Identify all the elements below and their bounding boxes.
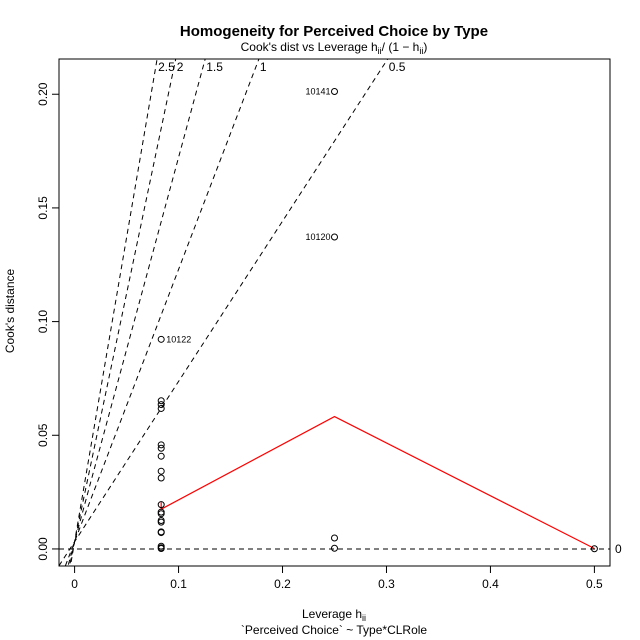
y-tick-label: 0.00 [36, 537, 50, 561]
data-point [331, 88, 338, 96]
contour-label-1-5: 1.5 [206, 60, 223, 74]
point-label-10120: 10120 [305, 232, 330, 242]
subtitle-main: Cook's dist vs Leverage h [241, 40, 378, 54]
y-tick-label: 0.05 [36, 423, 50, 447]
x-tick-label: 0 [71, 577, 78, 591]
contour-label-0: 0 [615, 542, 622, 556]
chart-title: Homogeneity for Perceived Choice by Type [180, 23, 488, 40]
data-points [157, 88, 598, 553]
data-point [590, 545, 598, 553]
x-axis: 0 0.1 0.2 0.3 0.4 0.5 [71, 565, 603, 591]
smoother-line [160, 415, 595, 550]
contour-line-2 [68, 59, 177, 566]
cooks-contours [59, 59, 610, 566]
data-point [157, 452, 165, 460]
x-axis-label: Leverage hii [302, 607, 366, 623]
contour-line-2-5 [69, 59, 158, 566]
x-tick-label: 0.1 [170, 577, 187, 591]
point-label-10141: 10141 [305, 87, 330, 97]
contour-label-2: 2 [177, 60, 184, 74]
data-point [157, 335, 165, 343]
data-point [157, 474, 165, 482]
data-point [157, 517, 165, 525]
subtitle-subscript: ii [378, 46, 382, 56]
contour-label-0-5: 0.5 [389, 60, 406, 74]
x-axis-label-main: Leverage h [302, 607, 362, 621]
point-label-10122: 10122 [166, 334, 191, 344]
data-point [331, 233, 338, 241]
subtitle-subscript-2: ii [419, 46, 423, 56]
data-point [157, 501, 165, 509]
subtitle-end: ) [423, 40, 427, 54]
plot-frame [58, 58, 611, 567]
data-point [157, 542, 165, 550]
point-labels: 10122 10120 10141 [166, 87, 330, 345]
y-axis-label: Cook's distance [3, 269, 17, 354]
y-tick-label: 0.10 [36, 310, 50, 334]
contour-label-2-5: 2.5 [158, 60, 175, 74]
y-axis: 0.00 0.05 0.10 0.15 0.20 [36, 82, 60, 561]
x-axis-label-formula: `Perceived Choice` ~ Type*CLRole [241, 623, 428, 637]
data-point [157, 528, 165, 536]
x-axis-label-subscript: ii [362, 613, 366, 623]
data-point [157, 441, 165, 449]
x-tick-label: 0.2 [274, 577, 291, 591]
contour-labels: 2.5 2 1.5 1 0.5 0 [158, 60, 622, 556]
data-point [157, 508, 165, 516]
data-point [157, 401, 165, 409]
x-tick-label: 0.5 [586, 577, 603, 591]
contour-line-1 [64, 59, 260, 566]
contour-label-1: 1 [260, 60, 267, 74]
x-tick-label: 0.3 [378, 577, 395, 591]
data-point [331, 544, 338, 552]
y-tick-label: 0.15 [36, 196, 50, 220]
data-point [157, 404, 165, 412]
chart-subtitle: Cook's dist vs Leverage hii/ (1 − hii) [241, 40, 428, 56]
contour-line-0-5 [59, 59, 389, 566]
data-point [157, 397, 165, 405]
data-point [157, 467, 165, 475]
smoother-line-group [160, 415, 595, 550]
subtitle-tail: / (1 − h [382, 40, 420, 54]
data-point [331, 534, 338, 542]
contour-line-1-5 [67, 59, 206, 566]
data-point [157, 444, 165, 452]
y-tick-label: 0.20 [36, 82, 50, 106]
x-tick-label: 0.4 [482, 577, 499, 591]
